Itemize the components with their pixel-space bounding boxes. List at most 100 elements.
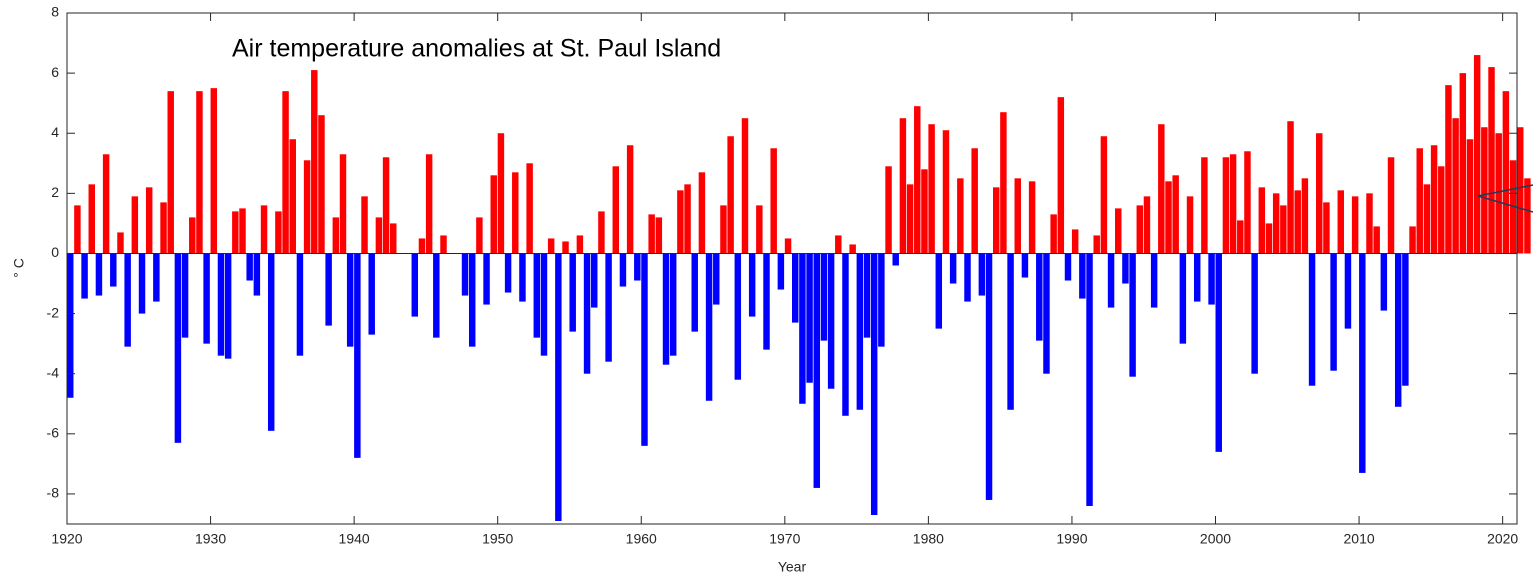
bar xyxy=(878,253,885,347)
bar xyxy=(497,133,505,254)
bar xyxy=(210,88,218,254)
x-tick-label: 1940 xyxy=(339,531,370,547)
bar xyxy=(174,253,182,443)
bar xyxy=(461,253,469,296)
bar xyxy=(842,253,849,416)
bar xyxy=(748,253,756,317)
bar xyxy=(763,253,770,350)
bar xyxy=(928,124,935,254)
bar xyxy=(1021,253,1029,278)
bar xyxy=(1416,148,1423,254)
bar xyxy=(246,253,253,281)
bar xyxy=(562,241,569,254)
bar xyxy=(1193,253,1201,302)
bar xyxy=(756,205,763,254)
bar xyxy=(375,217,383,254)
bar xyxy=(1423,184,1431,254)
bar xyxy=(74,205,81,254)
bar xyxy=(1524,178,1531,254)
bar xyxy=(232,211,239,254)
bar xyxy=(533,253,541,338)
bar xyxy=(239,208,246,254)
bar xyxy=(906,184,914,254)
bar xyxy=(1028,181,1036,254)
bar xyxy=(160,202,167,254)
bar xyxy=(153,253,160,302)
bar xyxy=(131,196,139,254)
bar xyxy=(1459,73,1467,254)
x-tick-label: 1930 xyxy=(195,531,226,547)
bar xyxy=(253,253,261,296)
bar xyxy=(1294,190,1301,254)
bar xyxy=(591,253,598,308)
bar xyxy=(827,253,835,389)
bar xyxy=(468,253,476,347)
bar xyxy=(1330,253,1337,371)
bar xyxy=(626,145,634,254)
y-tick-label: -4 xyxy=(47,364,60,380)
bar xyxy=(569,253,576,332)
bar xyxy=(411,253,419,317)
y-tick-label: -2 xyxy=(47,304,60,320)
bar xyxy=(346,253,354,347)
bar xyxy=(634,253,641,281)
bar xyxy=(1488,67,1495,254)
bar xyxy=(813,253,820,488)
bar xyxy=(1057,97,1065,254)
bar xyxy=(124,253,131,347)
bar xyxy=(1107,253,1115,308)
bar xyxy=(81,253,88,299)
bar xyxy=(669,253,677,356)
bar xyxy=(418,238,426,254)
bar xyxy=(713,253,720,305)
bar xyxy=(102,154,110,254)
bar xyxy=(67,253,74,398)
bar xyxy=(734,253,742,380)
bar xyxy=(138,253,146,314)
bar xyxy=(289,139,296,254)
y-tick-label: -6 xyxy=(47,425,60,441)
bar xyxy=(318,115,325,254)
x-tick-label: 1920 xyxy=(51,531,82,547)
bar xyxy=(720,205,727,254)
plot-area xyxy=(67,55,1531,521)
bar xyxy=(433,253,440,338)
bar xyxy=(512,172,519,254)
bar xyxy=(332,217,340,254)
bar xyxy=(260,205,268,254)
bar xyxy=(1050,214,1057,254)
bar xyxy=(1007,253,1014,410)
bar xyxy=(1150,253,1158,308)
x-axis-label: Year xyxy=(778,559,807,575)
y-tick-label: 2 xyxy=(51,184,59,200)
bar xyxy=(1172,175,1179,254)
bar xyxy=(856,253,864,410)
bar xyxy=(1100,136,1108,254)
bar xyxy=(117,232,124,254)
bar xyxy=(992,187,1000,254)
bar xyxy=(483,253,490,305)
annotation-arrow xyxy=(1477,184,1533,213)
bar xyxy=(189,217,196,254)
bar xyxy=(770,148,777,254)
bar xyxy=(303,160,311,254)
bar xyxy=(935,253,943,329)
bar xyxy=(275,211,282,254)
y-tick-label: 4 xyxy=(51,124,59,140)
bar xyxy=(1079,253,1086,299)
bar xyxy=(440,235,447,254)
bar xyxy=(1430,145,1438,254)
bar xyxy=(1143,196,1151,254)
bar xyxy=(1366,193,1373,254)
bar xyxy=(921,169,928,254)
bar xyxy=(1251,253,1258,374)
bar xyxy=(949,253,957,284)
bar xyxy=(110,253,117,287)
bar xyxy=(368,253,375,335)
bar xyxy=(971,148,978,254)
bar xyxy=(1036,253,1043,341)
bar xyxy=(1093,235,1100,254)
bar xyxy=(95,253,103,296)
bar xyxy=(964,253,971,302)
bar xyxy=(390,223,397,254)
